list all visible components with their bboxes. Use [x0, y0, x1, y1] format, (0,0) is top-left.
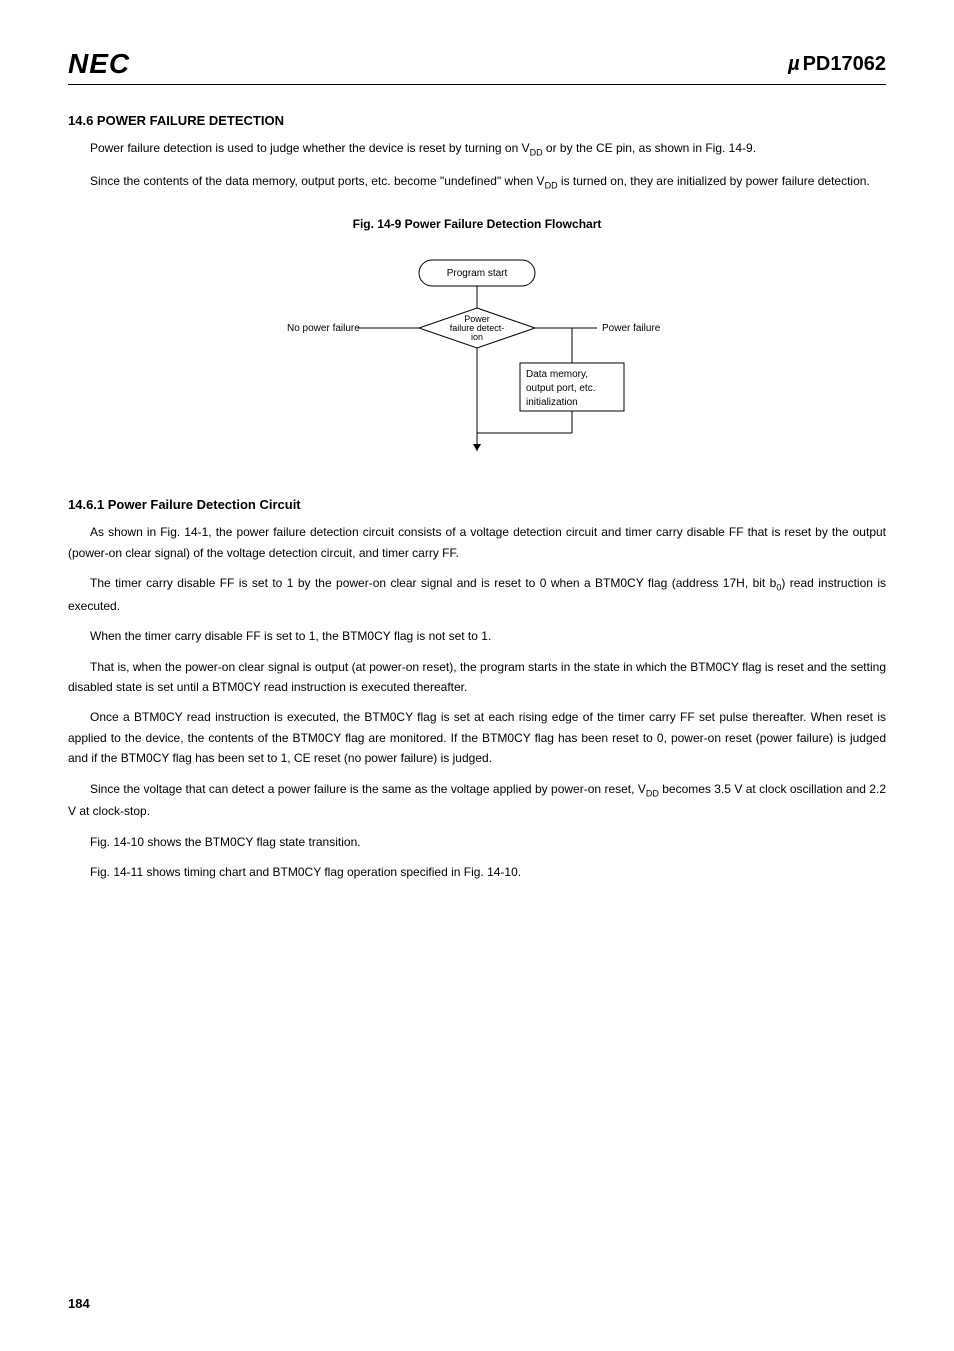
svg-text:Program start: Program start [447, 268, 508, 279]
section-heading-14-6: 14.6 POWER FAILURE DETECTION [68, 113, 886, 128]
text-fragment: Since the voltage that can detect a powe… [90, 782, 646, 796]
para-14-6-1-8: Fig. 14-11 shows timing chart and BTM0CY… [68, 862, 886, 882]
svg-text:No power failure: No power failure [287, 323, 360, 334]
para-14-6-1-5: Once a BTM0CY read instruction is execut… [68, 707, 886, 768]
page-header: NEC µPD17062 [68, 48, 886, 85]
para-14-6-1-4: That is, when the power-on clear signal … [68, 657, 886, 698]
page-number: 184 [68, 1296, 90, 1311]
para-14-6-1-7: Fig. 14-10 shows the BTM0CY flag state t… [68, 832, 886, 852]
svg-text:Data memory,: Data memory, [526, 369, 588, 380]
figure-title-container: Fig. 14-9 Power Failure Detection Flowch… [68, 215, 886, 233]
svg-text:output port, etc.: output port, etc. [526, 383, 596, 394]
para-14-6-2: Since the contents of the data memory, o… [68, 171, 886, 194]
mu-symbol: µ [788, 53, 800, 76]
text-fragment: Power failure detection is used to judge… [90, 141, 530, 155]
text-fragment: or by the CE pin, as shown in Fig. 14-9. [543, 141, 756, 155]
para-14-6-1-1: As shown in Fig. 14-1, the power failure… [68, 522, 886, 563]
para-14-6-1-2: The timer carry disable FF is set to 1 b… [68, 573, 886, 616]
svg-text:initialization: initialization [526, 397, 578, 408]
part-number: µPD17062 [788, 53, 886, 76]
svg-text:ion: ion [471, 332, 483, 342]
subscript: DD [530, 147, 543, 157]
part-number-text: PD17062 [803, 53, 886, 76]
text-fragment: The timer carry disable FF is set to 1 b… [90, 576, 776, 590]
nec-logo: NEC [68, 48, 130, 80]
para-14-6-1-3: When the timer carry disable FF is set t… [68, 626, 886, 646]
flowchart: Program startPowerfailure detect-ionNo p… [68, 253, 886, 463]
para-14-6-1-6: Since the voltage that can detect a powe… [68, 779, 886, 822]
text-fragment: Since the contents of the data memory, o… [90, 174, 545, 188]
para-14-6-1: Power failure detection is used to judge… [68, 138, 886, 161]
subscript: DD [545, 180, 558, 190]
figure-title: Fig. 14-9 Power Failure Detection Flowch… [353, 217, 602, 231]
subsection-heading-14-6-1: 14.6.1 Power Failure Detection Circuit [68, 497, 886, 512]
subscript: DD [646, 788, 659, 798]
svg-text:Power failure: Power failure [602, 323, 661, 334]
text-fragment: is turned on, they are initialized by po… [558, 174, 870, 188]
flowchart-svg: Program startPowerfailure detect-ionNo p… [227, 253, 727, 463]
